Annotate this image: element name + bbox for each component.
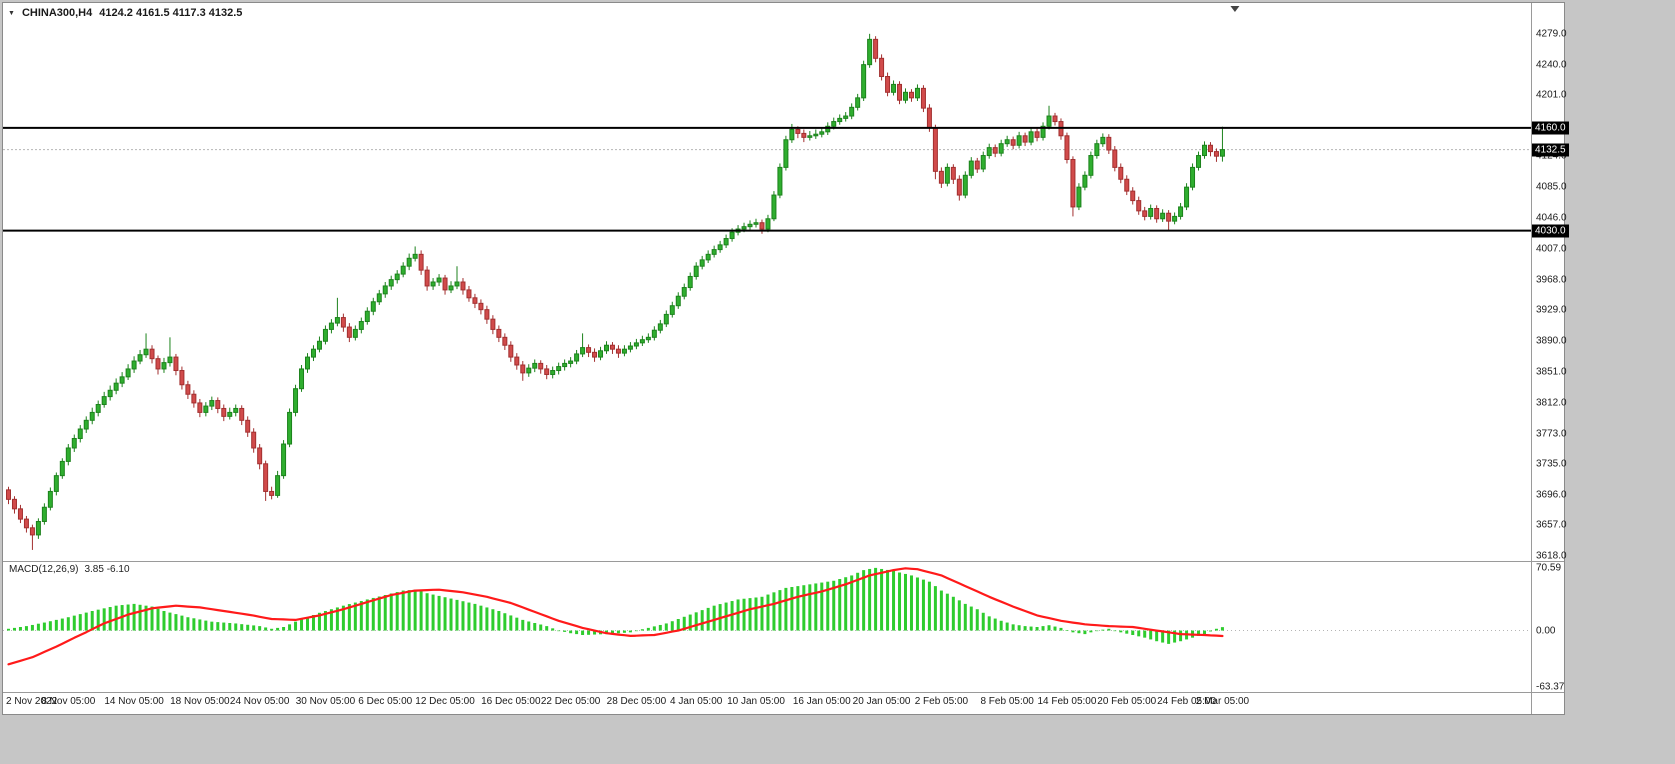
chart-window: ▼ CHINA300,H4 4124.2 4161.5 4117.3 4132.… [2, 2, 1569, 715]
macd-histogram [7, 567, 1224, 644]
macd-indicator-label: MACD(12,26,9) 3.85 -6.10 [9, 564, 130, 575]
chart-canvas[interactable] [3, 3, 1564, 714]
candles [6, 33, 1225, 550]
macd-current-values: 3.85 -6.10 [84, 564, 130, 575]
symbol-dropdown-icon[interactable]: ▼ [8, 10, 15, 17]
macd-name: MACD(12,26,9) [9, 564, 79, 575]
symbol-timeframe-label: CHINA300,H4 [21, 7, 93, 19]
chart-header: ▼ CHINA300,H4 4124.2 4161.5 4117.3 4132.… [8, 7, 242, 19]
chart-shift-marker [1230, 6, 1240, 12]
ohlc-values: 4124.2 4161.5 4117.3 4132.5 [99, 7, 243, 19]
macd-signal-line [7, 567, 1224, 666]
